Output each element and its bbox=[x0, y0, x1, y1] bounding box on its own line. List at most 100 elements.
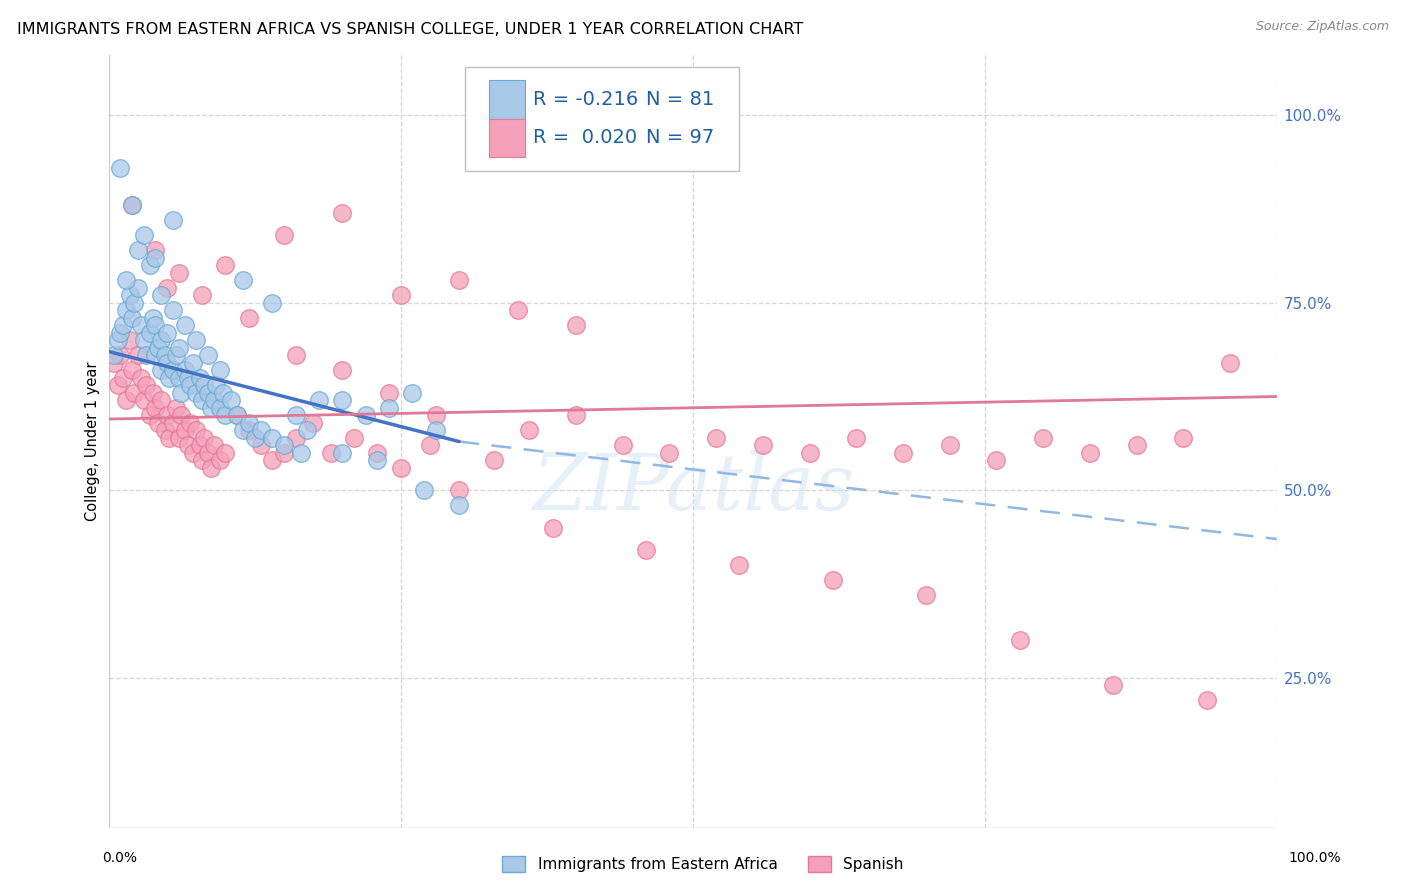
Point bbox=[132, 393, 155, 408]
Point bbox=[197, 348, 219, 362]
Point bbox=[212, 385, 235, 400]
Point bbox=[354, 409, 377, 423]
Point bbox=[425, 409, 447, 423]
Text: N = 81: N = 81 bbox=[645, 90, 714, 109]
Point bbox=[162, 363, 184, 377]
Point bbox=[200, 460, 222, 475]
Point bbox=[1008, 633, 1031, 648]
Point bbox=[634, 543, 657, 558]
Point bbox=[262, 453, 284, 467]
Point bbox=[124, 385, 146, 400]
Point bbox=[107, 378, 129, 392]
Point bbox=[153, 348, 176, 362]
Point bbox=[118, 333, 141, 347]
Point bbox=[127, 281, 149, 295]
Point bbox=[413, 483, 436, 498]
Point bbox=[202, 438, 225, 452]
Point bbox=[249, 438, 271, 452]
Point bbox=[891, 446, 914, 460]
Point bbox=[214, 446, 236, 460]
Text: N = 97: N = 97 bbox=[645, 128, 714, 147]
Point bbox=[208, 453, 231, 467]
Point bbox=[366, 453, 388, 467]
Text: IMMIGRANTS FROM EASTERN AFRICA VS SPANISH COLLEGE, UNDER 1 YEAR CORRELATION CHAR: IMMIGRANTS FROM EASTERN AFRICA VS SPANIS… bbox=[17, 22, 803, 37]
Point bbox=[103, 356, 125, 370]
Point bbox=[389, 288, 412, 302]
Point bbox=[284, 348, 307, 362]
Point bbox=[156, 409, 179, 423]
Point bbox=[186, 333, 208, 347]
Point bbox=[202, 393, 225, 408]
Point bbox=[162, 213, 184, 227]
Point bbox=[200, 401, 222, 415]
Point bbox=[232, 273, 254, 287]
Point bbox=[284, 409, 307, 423]
Point bbox=[330, 363, 353, 377]
Point bbox=[612, 438, 634, 452]
Point bbox=[284, 431, 307, 445]
Point bbox=[191, 393, 214, 408]
Point bbox=[330, 205, 353, 219]
FancyBboxPatch shape bbox=[465, 67, 740, 171]
Point bbox=[167, 341, 190, 355]
Point bbox=[135, 378, 157, 392]
Point bbox=[173, 363, 195, 377]
Point bbox=[1219, 356, 1241, 370]
Text: ZIPatlas: ZIPatlas bbox=[531, 450, 853, 526]
Point bbox=[262, 431, 284, 445]
Point bbox=[177, 438, 200, 452]
Point bbox=[330, 393, 353, 408]
Point bbox=[290, 446, 312, 460]
Point bbox=[221, 393, 243, 408]
Point bbox=[938, 438, 960, 452]
Point bbox=[167, 371, 190, 385]
Point bbox=[121, 198, 143, 212]
Point bbox=[226, 409, 249, 423]
Point bbox=[157, 371, 180, 385]
Point bbox=[138, 409, 160, 423]
Point bbox=[243, 431, 266, 445]
Point bbox=[110, 326, 132, 340]
Text: R = -0.216: R = -0.216 bbox=[533, 90, 638, 109]
Point bbox=[238, 310, 260, 325]
Point bbox=[425, 423, 447, 437]
Point bbox=[226, 409, 249, 423]
Point bbox=[1195, 693, 1218, 707]
Point bbox=[262, 295, 284, 310]
Point bbox=[167, 431, 190, 445]
Point bbox=[150, 393, 173, 408]
Point bbox=[728, 558, 751, 573]
Point bbox=[156, 356, 179, 370]
Point bbox=[193, 378, 215, 392]
Point bbox=[121, 310, 143, 325]
Point bbox=[138, 326, 160, 340]
Point bbox=[143, 244, 166, 258]
Point bbox=[191, 453, 214, 467]
Point bbox=[115, 393, 138, 408]
Point bbox=[111, 371, 134, 385]
Point bbox=[150, 363, 173, 377]
Point bbox=[197, 385, 219, 400]
Point bbox=[132, 333, 155, 347]
Point bbox=[401, 385, 423, 400]
Point bbox=[143, 318, 166, 333]
Point bbox=[165, 401, 187, 415]
Point bbox=[752, 438, 775, 452]
Point bbox=[143, 401, 166, 415]
Legend: Immigrants from Eastern Africa, Spanish: Immigrants from Eastern Africa, Spanish bbox=[495, 848, 911, 880]
Point bbox=[156, 326, 179, 340]
Point bbox=[115, 273, 138, 287]
Point bbox=[1078, 446, 1101, 460]
Point bbox=[173, 318, 195, 333]
Point bbox=[214, 258, 236, 272]
Point bbox=[110, 161, 132, 175]
Point bbox=[308, 393, 330, 408]
Point bbox=[297, 423, 319, 437]
Point bbox=[238, 423, 260, 437]
Point bbox=[214, 409, 236, 423]
Point bbox=[181, 356, 204, 370]
Point bbox=[150, 333, 173, 347]
Point bbox=[238, 416, 260, 430]
Point bbox=[157, 431, 180, 445]
FancyBboxPatch shape bbox=[489, 119, 524, 157]
